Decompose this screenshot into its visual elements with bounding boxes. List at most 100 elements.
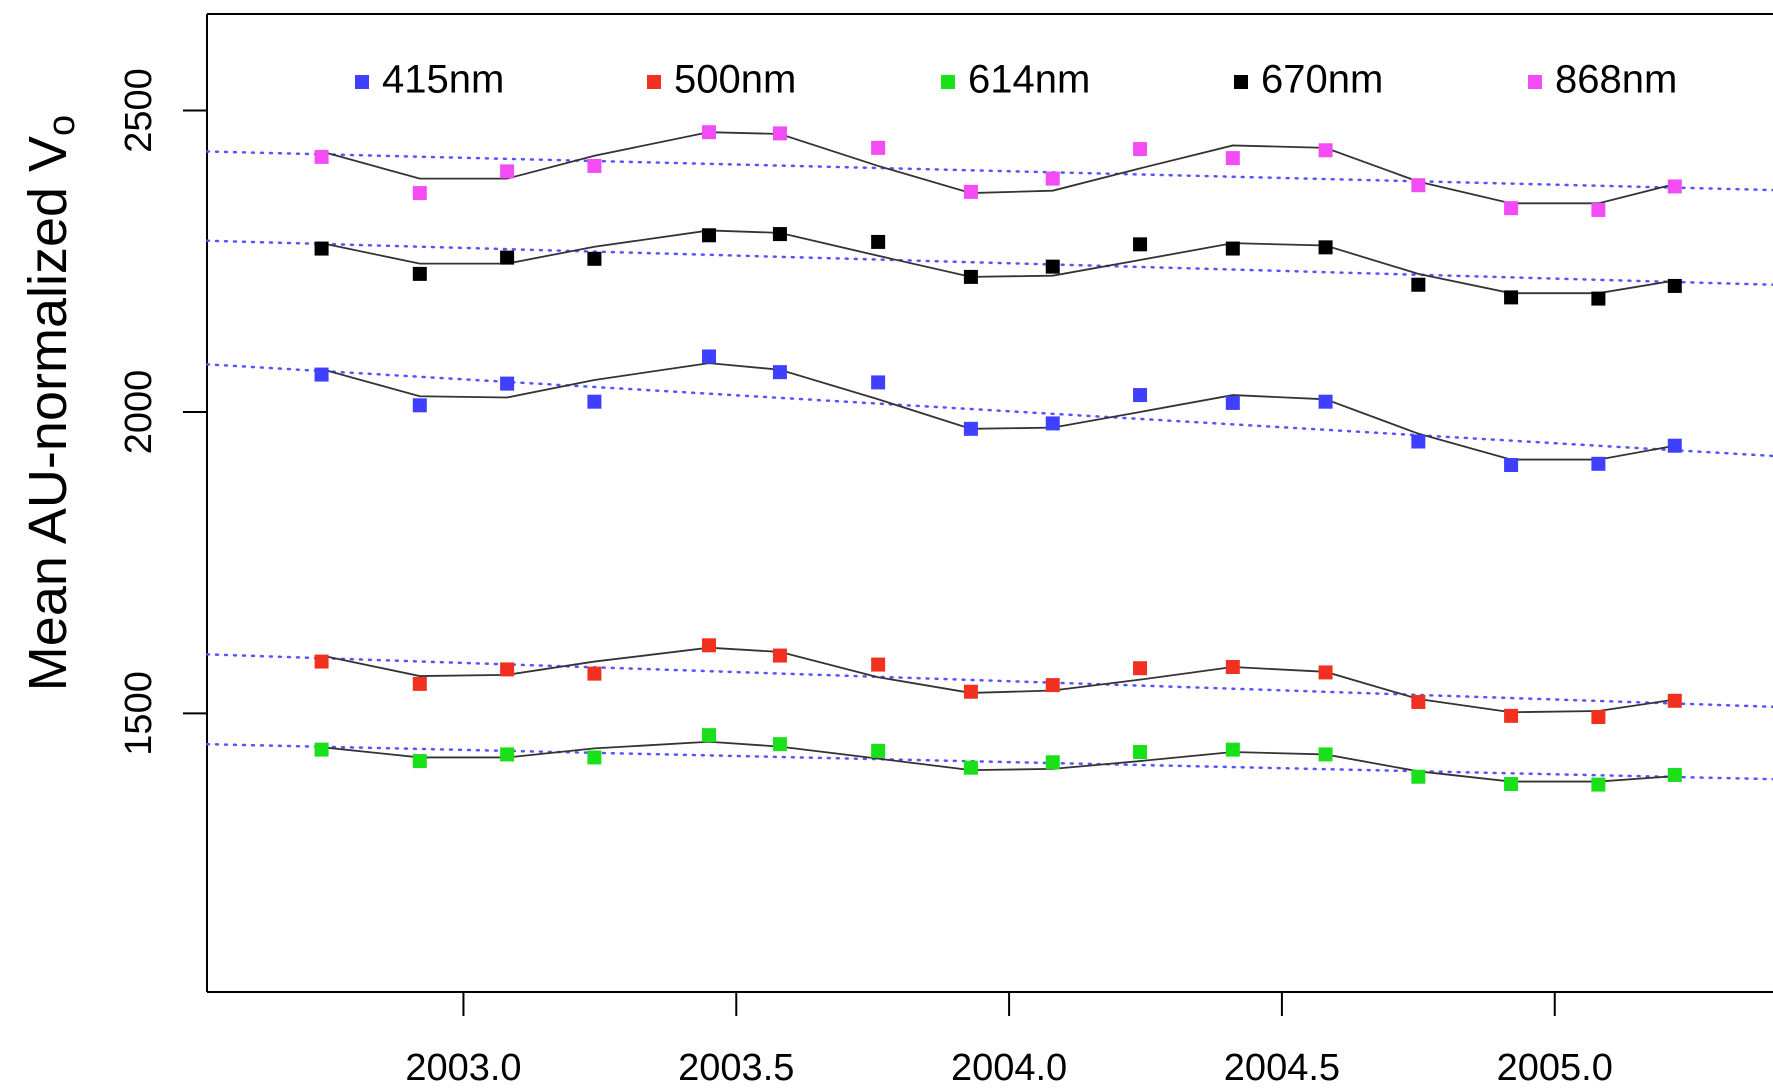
- data-point: [1045, 755, 1060, 770]
- data-point: [1504, 290, 1519, 305]
- data-point: [412, 754, 427, 769]
- data-point: [1133, 237, 1148, 252]
- trend-line: [205, 653, 1773, 709]
- data-point: [1133, 142, 1148, 157]
- legend-marker: [1234, 75, 1248, 89]
- data-point: [963, 184, 978, 199]
- data-point: [871, 140, 886, 155]
- x-tick-label: 2004.5: [1224, 1047, 1340, 1089]
- data-point: [587, 251, 602, 266]
- data-point: [1318, 240, 1333, 255]
- data-point: [1318, 143, 1333, 158]
- legend-marker: [355, 75, 369, 89]
- data-point: [1318, 394, 1333, 409]
- data-point: [587, 666, 602, 681]
- data-point: [1045, 678, 1060, 693]
- data-point: [963, 269, 978, 284]
- data-point: [1045, 171, 1060, 186]
- data-point: [1411, 277, 1426, 292]
- data-point: [1411, 178, 1426, 193]
- legend-marker: [647, 75, 661, 89]
- trend-line: [205, 239, 1773, 286]
- x-tick-label: 2005.0: [1497, 1047, 1613, 1089]
- legend-label: 868nm: [1555, 58, 1677, 102]
- data-point: [963, 421, 978, 436]
- data-point: [587, 394, 602, 409]
- y-tick-label: 1500: [118, 671, 160, 756]
- data-point: [701, 228, 716, 243]
- data-point: [772, 126, 787, 141]
- trend-line: [205, 363, 1773, 458]
- data-point: [1318, 665, 1333, 680]
- data-point: [1133, 745, 1148, 760]
- trend-line: [205, 742, 1773, 781]
- data-point: [500, 747, 515, 762]
- data-point: [871, 234, 886, 249]
- data-point: [772, 737, 787, 752]
- data-point: [1591, 710, 1606, 725]
- data-point: [1591, 777, 1606, 792]
- data-point: [871, 375, 886, 390]
- data-point: [314, 742, 329, 757]
- data-point: [314, 149, 329, 164]
- data-point: [1133, 388, 1148, 403]
- data-point: [500, 164, 515, 179]
- data-point: [871, 657, 886, 672]
- data-point: [1504, 201, 1519, 216]
- legend-marker: [1528, 75, 1542, 89]
- legend-label: 614nm: [968, 58, 1090, 102]
- data-point: [1411, 769, 1426, 784]
- data-point: [1411, 694, 1426, 709]
- data-point: [1504, 458, 1519, 473]
- data-point: [1411, 434, 1426, 449]
- data-point: [1591, 456, 1606, 471]
- data-point: [1667, 438, 1682, 453]
- x-tick-label: 2003.5: [678, 1047, 794, 1089]
- y-tick-label: 2000: [118, 370, 160, 455]
- data-point: [314, 241, 329, 256]
- trend-line: [205, 150, 1773, 192]
- y-axis-title: Mean AU-normalized Vo: [18, 115, 83, 691]
- data-point: [963, 760, 978, 775]
- data-point: [963, 684, 978, 699]
- data-point: [772, 648, 787, 663]
- x-tick-label: 2003.0: [405, 1047, 521, 1089]
- data-point: [1667, 767, 1682, 782]
- data-point: [772, 365, 787, 380]
- data-point: [1591, 291, 1606, 306]
- data-point: [1667, 179, 1682, 194]
- data-point: [772, 227, 787, 242]
- data-point: [412, 398, 427, 413]
- smooth-line: [321, 131, 1676, 205]
- data-point: [1225, 395, 1240, 410]
- data-point: [1225, 151, 1240, 166]
- data-point: [314, 654, 329, 669]
- data-point: [1318, 747, 1333, 762]
- data-point: [1591, 202, 1606, 217]
- data-point: [500, 376, 515, 391]
- smooth-line: [321, 740, 1675, 783]
- data-point: [1225, 742, 1240, 757]
- smooth-line: [321, 229, 1675, 295]
- legend-label: 500nm: [674, 58, 796, 102]
- data-point: [1504, 708, 1519, 723]
- y-tick-label: 2500: [118, 68, 160, 153]
- y-axis-title-main: Mean AU-normalized V: [18, 136, 78, 691]
- data-point: [1667, 693, 1682, 708]
- legend-marker: [941, 75, 955, 89]
- legend-label: 415nm: [382, 58, 504, 102]
- data-point: [500, 662, 515, 677]
- data-point: [1045, 416, 1060, 431]
- x-tick-label: 2004.0: [951, 1047, 1067, 1089]
- data-point: [412, 266, 427, 281]
- data-point: [701, 638, 716, 653]
- y-axis-title-subscript: o: [41, 115, 83, 136]
- data-point: [587, 750, 602, 765]
- smooth-line: [321, 362, 1675, 461]
- data-point: [1225, 241, 1240, 256]
- data-point: [412, 186, 427, 201]
- legend-label: 670nm: [1261, 58, 1383, 102]
- data-point: [412, 676, 427, 691]
